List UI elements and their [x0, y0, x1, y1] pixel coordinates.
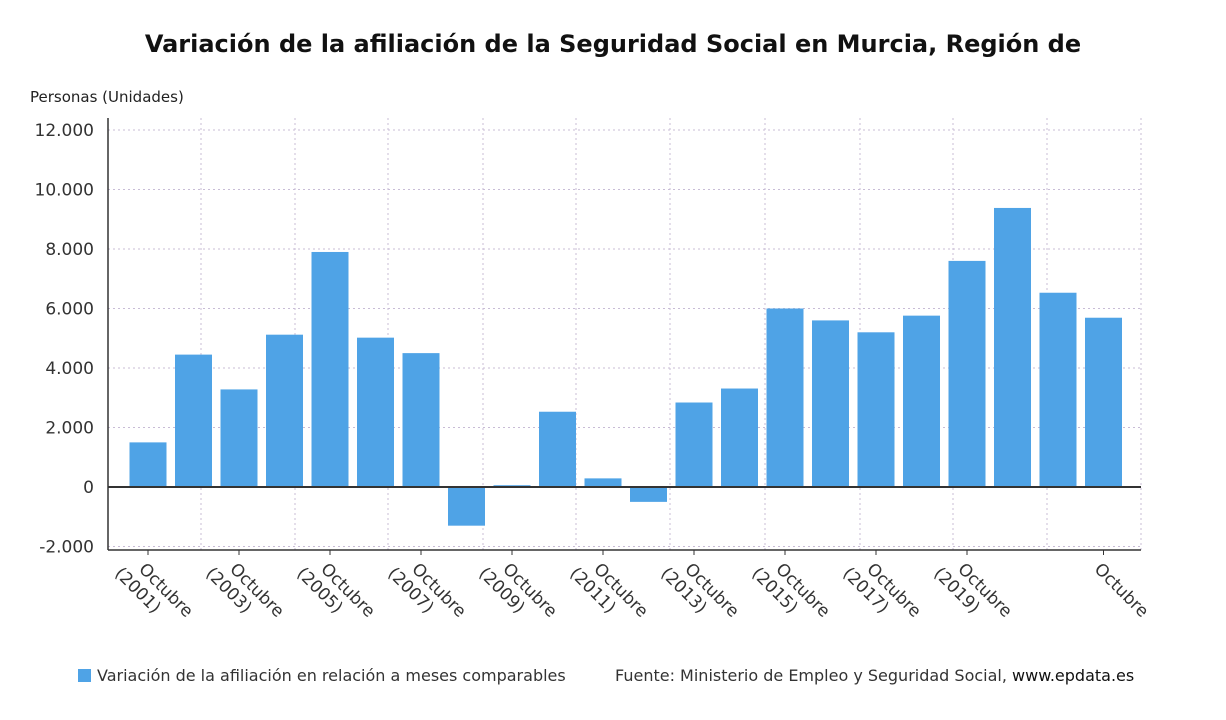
bar: [812, 320, 849, 487]
y-tick-label: -2.000: [39, 538, 94, 558]
legend: Variación de la afiliación en relación a…: [78, 666, 566, 685]
bar: [721, 388, 758, 487]
y-tick-label: 12.000: [35, 121, 94, 141]
bar: [994, 207, 1031, 487]
bar: [630, 487, 667, 502]
grid-layer: [108, 118, 1142, 550]
x-tick-label: Octubre(2009): [474, 549, 560, 635]
bar: [448, 487, 485, 526]
bar: [357, 337, 394, 487]
source-link[interactable]: www.epdata.es: [1012, 666, 1135, 685]
x-tick-label: Octubre(2015): [747, 549, 833, 635]
y-tick-label: 6.000: [45, 300, 94, 320]
x-tick-label: Octubre(2001): [110, 549, 196, 635]
y-tick-label: 10.000: [35, 181, 94, 201]
y-tick-label: 8.000: [45, 240, 94, 260]
axes-layer: [107, 118, 1141, 555]
legend-label: Variación de la afiliación en relación a…: [97, 666, 566, 685]
x-tick-label: Octubre(2013): [656, 549, 742, 635]
bar-chart: 12.000 10.000 8.000 6.000 4.000 2.000 0 -2.000 O…: [35, 118, 1152, 635]
y-tick-label: 0: [83, 478, 94, 498]
bar: [311, 251, 349, 487]
bar: [857, 332, 895, 487]
bar: [675, 402, 713, 487]
y-tick-label: 2.000: [45, 419, 94, 439]
x-tick-label: Octubre(2017): [838, 549, 924, 635]
source-note: Fuente: Ministerio de Empleo y Seguridad…: [615, 666, 1134, 685]
x-tick-label-line: Octubre: [1090, 559, 1152, 621]
x-tick-label: Octubre(2011): [565, 549, 651, 635]
bar: [1039, 292, 1077, 487]
y-axis-label: Personas (Unidades): [30, 88, 184, 106]
legend-swatch: [78, 669, 91, 682]
bar: [903, 315, 940, 487]
chart-title: Variación de la afiliación de la Segurid…: [144, 30, 1082, 58]
bar: [1085, 317, 1122, 487]
x-tick-label: Octubre(2007): [383, 549, 469, 635]
bar: [402, 353, 440, 487]
x-tick-label: Octubre(2005): [292, 549, 378, 635]
x-tick-label: Octubre(2019): [929, 549, 1015, 635]
bar: [766, 308, 804, 487]
x-tick-label: Octubre(2003): [201, 549, 287, 635]
bar: [220, 389, 258, 487]
y-tick-label: 4.000: [45, 359, 94, 379]
bar: [584, 478, 622, 487]
bar: [266, 334, 303, 487]
bar: [539, 411, 576, 487]
x-tick-label: Octubre: [1090, 559, 1152, 621]
source-prefix: Fuente: Ministerio de Empleo y Seguridad…: [615, 666, 1013, 685]
bar: [129, 442, 167, 487]
bar: [948, 260, 986, 487]
bar: [175, 354, 212, 487]
bars-layer: [129, 207, 1122, 526]
